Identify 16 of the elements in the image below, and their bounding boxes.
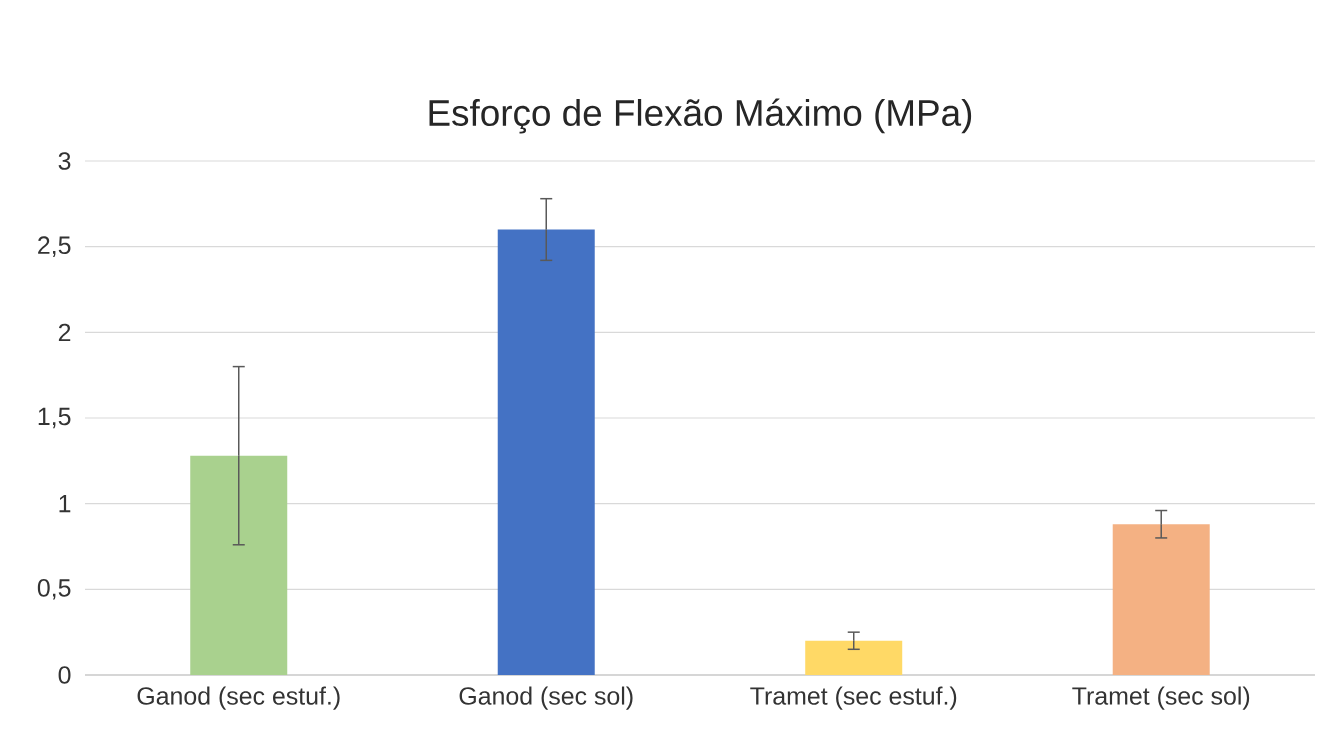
y-tick-label: 0 (58, 666, 71, 684)
bar (190, 455, 288, 675)
y-tick-label: 3 (58, 152, 71, 170)
y-tick-label: 1 (59, 495, 71, 513)
y-tick-label: 0,5 (37, 579, 71, 600)
x-tick-label: Tramet (sec sol) (1072, 686, 1250, 710)
y-tick-label: 1,5 (38, 407, 71, 429)
x-tick-label: Ganod (sec sol) (459, 686, 633, 710)
x-tick-label: Ganod (sec estuf.) (137, 686, 340, 710)
x-tick-label: Tramet (sec estuf.) (750, 686, 957, 710)
y-tick-label: 2 (58, 323, 71, 342)
y-tick-label: 2,5 (38, 236, 71, 257)
bar (1112, 524, 1210, 675)
chart-title: Esforço de Flexão Máximo (MPa) (429, 98, 972, 134)
bar (805, 640, 903, 675)
bar (497, 229, 595, 675)
